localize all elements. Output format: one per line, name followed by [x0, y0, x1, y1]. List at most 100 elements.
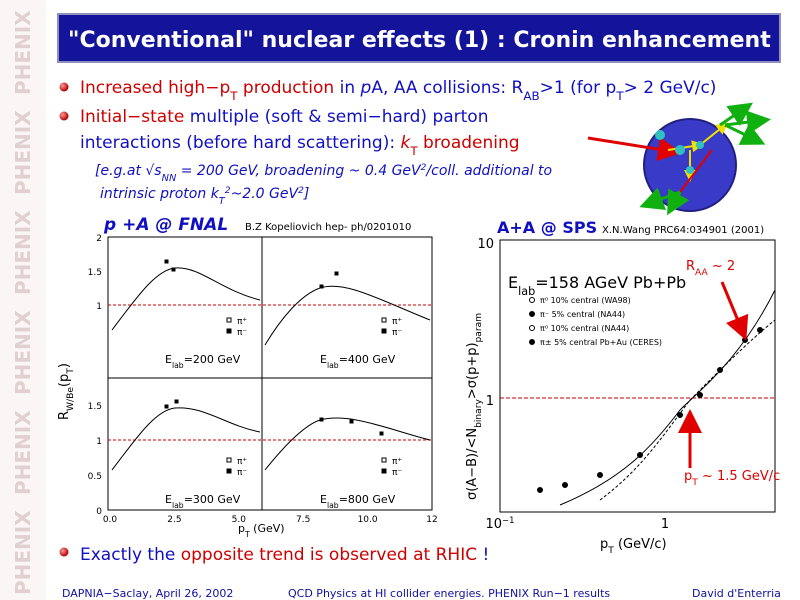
- conclusion-text: Exactly the opposite trend is observed a…: [80, 545, 489, 565]
- text-run: lab: [327, 361, 339, 370]
- legend-marker: [529, 339, 535, 345]
- bullet-marker: [59, 82, 69, 92]
- panel-label: Elab=200 GeV: [165, 353, 241, 370]
- text-run: R: [57, 411, 72, 420]
- legend-marker: [529, 297, 535, 303]
- bullet-text: Initial−state multiple (soft & semi−hard…: [80, 107, 488, 127]
- text-run: ~ 1.5 GeV/c: [698, 469, 780, 484]
- text-run: in: [340, 78, 361, 98]
- legend-label: π± 5% central Pb+Au (CERES): [540, 338, 662, 347]
- legend-label: π⁺: [392, 317, 402, 327]
- y-tick-label: 1: [96, 302, 102, 312]
- text-run: ~ 2: [708, 259, 735, 274]
- text-run: 2: [225, 186, 231, 196]
- text-run: T: [244, 530, 250, 539]
- text-run: 1: [486, 394, 494, 409]
- title: "Conventional" nuclear effects (1) : Cro…: [68, 28, 771, 53]
- text-run: 1: [661, 517, 669, 532]
- text-run: = 200 GeV, broadening ~ 0.4 GeV: [176, 163, 422, 179]
- text-run: p: [360, 78, 372, 98]
- text-run: E: [320, 493, 327, 506]
- text-run: Initial−state: [80, 107, 184, 127]
- watermark: PHENIX: [11, 310, 35, 395]
- x-axis-label: pT (GeV/c): [600, 537, 667, 556]
- legend-marker: [226, 468, 232, 474]
- text-run: 2: [298, 186, 304, 196]
- text-run: lab: [172, 501, 184, 510]
- legend-label: π⁻: [237, 328, 247, 338]
- text-run: (GeV/c): [614, 537, 667, 552]
- text-run: interactions (before hard scattering):: [80, 133, 400, 153]
- text-run: T: [615, 89, 624, 103]
- right-plot: [499, 239, 776, 513]
- text-run: Increased high−p: [80, 78, 230, 98]
- text-run: >1 (for p: [540, 78, 617, 98]
- text-run: k: [400, 133, 411, 153]
- text-run: A, AA collisions: R: [371, 78, 523, 98]
- text-run: !: [477, 545, 489, 565]
- x-tick-label: 1: [661, 517, 669, 532]
- legend-label: π⁻ 5% central (NA44): [540, 310, 625, 319]
- text-run: ): [57, 363, 72, 368]
- y-tick-label: 0: [96, 507, 102, 517]
- legend-label: π⁻: [237, 468, 247, 478]
- figure-reference: X.N.Wang PRC64:034901 (2001): [602, 225, 764, 236]
- legend-label: π⁻: [392, 328, 402, 338]
- legend-marker: [226, 317, 232, 323]
- title-box: [57, 13, 781, 63]
- bullet-marker: [59, 111, 69, 121]
- legend-marker: [381, 468, 387, 474]
- text-run: /coll. additional to: [424, 163, 552, 179]
- left-plot: [107, 236, 433, 511]
- text-run: E: [165, 493, 172, 506]
- note-text: [e.g.at √sNN = 200 GeV, broadening ~ 0.4…: [95, 163, 552, 184]
- y-tick-label: 1: [96, 437, 102, 447]
- text-run: ]: [303, 186, 309, 202]
- annotation: pT ~ 1.5 GeV/c: [684, 469, 780, 488]
- text-run: =300 GeV: [184, 493, 241, 506]
- watermark: PHENIX: [11, 10, 35, 95]
- text-run: [e.g.at √s: [95, 163, 162, 179]
- y-tick-label: 2: [96, 234, 102, 244]
- text-run: Exactly the: [80, 545, 181, 565]
- text-run: (p: [57, 374, 72, 387]
- y-tick-label: 1: [486, 394, 494, 409]
- text-run: AB: [523, 89, 539, 103]
- figure-heading: A+A @ SPS: [497, 218, 597, 237]
- x-tick-label: 5.0: [232, 515, 247, 525]
- panel-label: Elab=800 GeV: [320, 493, 396, 510]
- legend-marker: [226, 328, 232, 334]
- legend-marker: [226, 457, 232, 463]
- legend-label: π⁰ 10% central (WA98): [540, 296, 631, 305]
- note-text: intrinsic proton kT2~2.0 GeV2]: [100, 186, 309, 207]
- text-run: E: [165, 353, 172, 366]
- legend-marker: [529, 325, 535, 331]
- bullet-marker: [59, 547, 69, 557]
- y-axis-label: σ(A−B)/<Nbinary>σ(p+p)param: [465, 313, 484, 500]
- x-tick-label: 12: [426, 515, 437, 525]
- text-run: T: [607, 546, 614, 556]
- legend-marker: [381, 328, 387, 334]
- legend-label: π⁺: [237, 457, 247, 467]
- panel-label: Elab=400 GeV: [320, 353, 396, 370]
- text-run: p: [238, 522, 245, 535]
- legend-label: π⁰ 10% central (NA44): [540, 324, 629, 333]
- text-run: ~2.0 GeV: [231, 186, 300, 202]
- text-run: (GeV): [250, 522, 285, 535]
- text-run: production: [238, 78, 340, 98]
- figure-reference: B.Z Kopeliovich hep- ph/0201010: [245, 222, 411, 233]
- footer-text: QCD Physics at HI collider energies. PHE…: [288, 587, 610, 600]
- text-run: σ(A−B)/<N: [465, 428, 480, 500]
- y-tick-label: 10: [477, 237, 494, 252]
- text-run: broadening: [418, 133, 520, 153]
- text-run: −1: [502, 515, 514, 525]
- text-run: =400 GeV: [339, 353, 396, 366]
- legend-marker: [529, 311, 535, 317]
- y-tick-label: 1.5: [88, 268, 102, 278]
- text-run: T: [691, 478, 698, 488]
- panel-label: Elab=300 GeV: [165, 493, 241, 510]
- text-run: p: [684, 469, 692, 484]
- watermark: PHENIX: [11, 510, 35, 595]
